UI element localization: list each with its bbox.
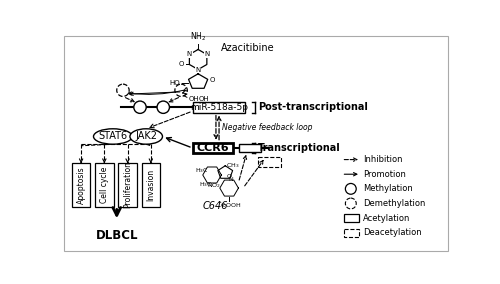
- Ellipse shape: [94, 129, 132, 144]
- Text: Cell cycle: Cell cycle: [100, 167, 109, 203]
- Text: JAK2: JAK2: [135, 131, 157, 141]
- Text: N: N: [228, 177, 233, 182]
- Text: Promotion: Promotion: [363, 170, 406, 179]
- Bar: [192, 102, 246, 113]
- Circle shape: [346, 183, 356, 194]
- Text: H$_3$C: H$_3$C: [195, 166, 209, 175]
- Bar: [142, 163, 160, 206]
- Circle shape: [175, 84, 188, 97]
- Text: CCR6: CCR6: [196, 143, 229, 153]
- Bar: [344, 229, 360, 237]
- Text: Negative feedback loop: Negative feedback loop: [222, 123, 312, 132]
- Text: Apoptosis: Apoptosis: [76, 166, 86, 204]
- Text: N: N: [187, 51, 192, 57]
- Text: OH: OH: [188, 96, 199, 102]
- Text: Azacitibine: Azacitibine: [222, 43, 275, 53]
- Text: N: N: [204, 51, 210, 57]
- Text: Deacetylation: Deacetylation: [363, 228, 422, 237]
- Text: Methylation: Methylation: [363, 184, 413, 193]
- Text: Post-transcriptional: Post-transcriptional: [258, 102, 368, 112]
- Text: STAT6: STAT6: [98, 131, 128, 141]
- Text: Inhibition: Inhibition: [363, 155, 403, 164]
- Text: CH$_3$: CH$_3$: [226, 161, 239, 170]
- Circle shape: [134, 101, 146, 113]
- Text: miR-518a-5p: miR-518a-5p: [190, 103, 248, 112]
- Bar: [239, 144, 261, 152]
- Text: O: O: [178, 62, 184, 68]
- Circle shape: [117, 84, 129, 97]
- Text: Demethylation: Demethylation: [363, 199, 426, 208]
- Text: HO: HO: [170, 80, 180, 86]
- Text: C646: C646: [202, 201, 228, 211]
- Text: Acetylation: Acetylation: [363, 214, 410, 223]
- Bar: [192, 143, 233, 153]
- Text: Transcriptional: Transcriptional: [258, 143, 340, 153]
- Text: Proliferation: Proliferation: [123, 162, 132, 208]
- Text: O: O: [226, 174, 232, 179]
- Bar: [95, 163, 114, 206]
- Text: DLBCL: DLBCL: [96, 229, 138, 242]
- Text: NH$_2$: NH$_2$: [190, 31, 206, 43]
- Text: $^{-}$COOH: $^{-}$COOH: [217, 201, 241, 209]
- Text: O: O: [210, 76, 215, 83]
- Text: NO$_2$: NO$_2$: [206, 181, 220, 190]
- Bar: [344, 214, 360, 222]
- Bar: [258, 157, 281, 166]
- Text: Invasion: Invasion: [146, 169, 156, 201]
- Bar: [118, 163, 137, 206]
- Text: H$_3$C: H$_3$C: [199, 180, 212, 189]
- Circle shape: [157, 101, 170, 113]
- Ellipse shape: [130, 129, 162, 144]
- Bar: [72, 163, 90, 206]
- Text: N: N: [196, 66, 201, 72]
- Text: OH: OH: [199, 96, 209, 102]
- Circle shape: [346, 198, 356, 209]
